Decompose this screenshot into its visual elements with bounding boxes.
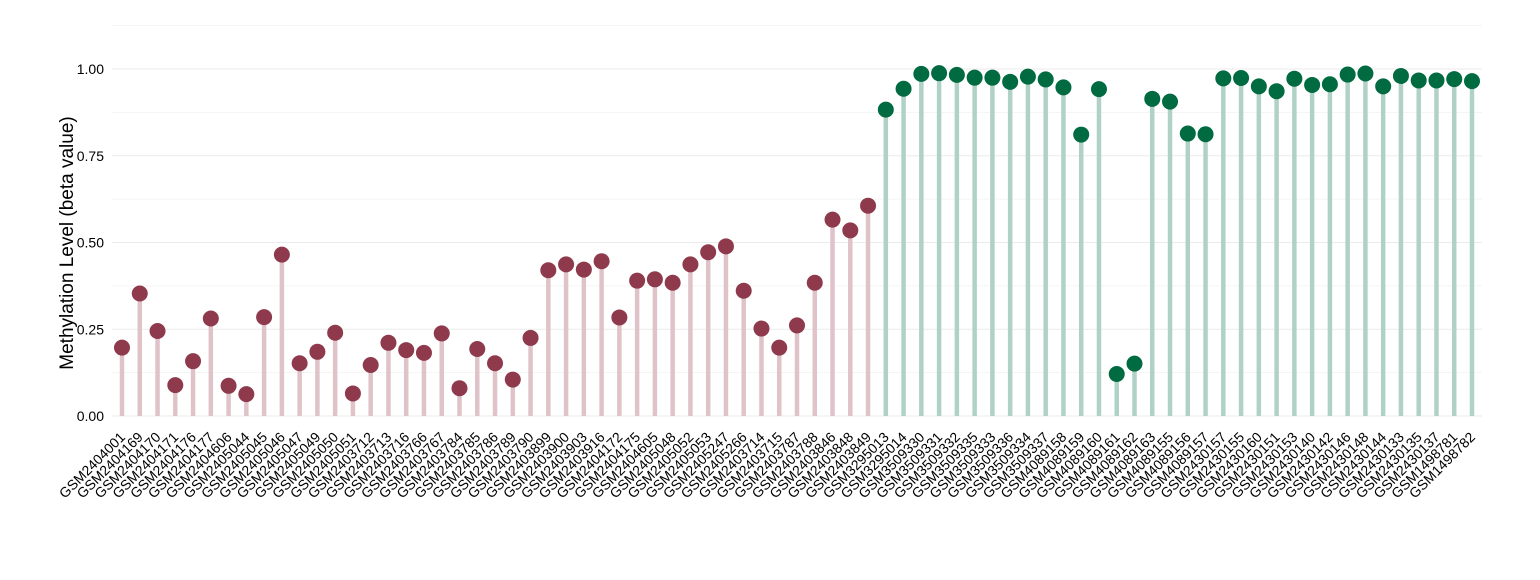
lollipop-point [1197,126,1214,143]
lollipop-point [487,355,504,372]
lollipop-point [842,222,859,239]
lollipop-point [771,339,788,356]
lollipop-point [806,274,823,291]
y-tick-label: 0.50 [77,235,104,251]
lollipop-point [327,324,344,341]
lollipop-point [664,274,681,291]
lollipop-point [309,343,326,360]
y-tick-label: 0.25 [77,321,104,337]
y-tick-label: 1.00 [77,61,104,77]
lollipop-point [114,339,130,356]
lollipop-point [1037,71,1054,88]
lollipop-point [717,238,734,255]
lollipop-point [1090,81,1107,98]
lollipop-point [1162,93,1179,110]
lollipop-point [185,353,202,370]
y-axis-tick-labels: 0.00 0.25 0.50 0.75 1.00 [77,61,104,424]
x-axis-tick-labels: GSM2404001GSM2404169GSM2404170GSM2404171… [56,429,1479,502]
lollipop-point [753,320,770,337]
lollipop-point [860,197,877,214]
lollipop-point [1073,126,1090,143]
lollipop-point [1464,73,1480,90]
lollipop-point [966,69,983,86]
lollipop-point [1179,125,1196,142]
lollipop-point [433,325,450,342]
lollipop-points [114,65,1480,403]
lollipop-point [646,271,663,288]
lollipop-point [1268,83,1285,100]
lollipop-point [256,309,273,326]
lollipop-point [344,385,361,402]
lollipop-point [735,282,752,299]
lollipop-point [220,377,237,394]
lollipop-point [291,355,308,372]
lollipop-point [1446,71,1463,88]
lollipop-point [558,256,575,273]
lollipop-point [824,211,841,228]
lollipop-point [1428,72,1445,89]
lollipop-point [1250,78,1267,95]
y-tick-label: 0.75 [77,148,104,164]
lollipop-point [1286,70,1303,87]
lollipop-point [877,101,894,118]
lollipop-point [1144,90,1161,107]
lollipop-point [1392,67,1409,84]
lollipop-point [700,244,717,261]
lollipop-point [789,317,805,334]
lollipop-point [575,261,592,278]
lollipop-point [451,380,468,397]
lollipop-point [1055,79,1072,96]
lollipop-point [380,334,397,351]
lollipop-point [593,253,610,270]
lollipop-point [415,344,432,361]
y-tick-label: 0.00 [77,408,104,424]
lollipop-point [504,371,521,388]
lollipop-point [1019,68,1036,85]
lollipop-point [1339,66,1356,83]
lollipop-point [948,66,965,83]
lollipop-point [238,386,255,403]
lollipop-point [913,65,930,82]
lollipop-point [1357,65,1374,82]
lollipop-point [1108,366,1125,383]
lollipop-point [1304,76,1321,93]
lollipop-point [398,342,415,359]
lollipop-point [1410,72,1427,89]
lollipop-point [1375,78,1392,95]
lollipop-point [611,309,628,326]
lollipop-point [362,356,379,373]
lollipop-point [1233,70,1250,87]
lollipop-point [149,322,166,339]
lollipop-point [1215,70,1232,87]
lollipop-point [202,310,219,327]
lollipop-point [895,80,912,97]
lollipop-point [469,341,486,358]
lollipop-point [540,262,557,279]
lollipop-point [167,377,184,394]
lollipop-point [629,272,646,289]
lollipop-point [522,329,539,346]
lollipop-point [682,256,699,273]
lollipop-point [931,65,948,82]
lollipop-stems [119,73,1475,416]
lollipop-point [1002,73,1019,90]
lollipop-point [984,69,1001,86]
lollipop-point [131,285,148,302]
y-axis-title: Methylation Level (beta value) [57,116,78,369]
lollipop-point [1321,76,1338,93]
lollipop-point [1126,355,1143,372]
lollipop-point [273,246,290,263]
